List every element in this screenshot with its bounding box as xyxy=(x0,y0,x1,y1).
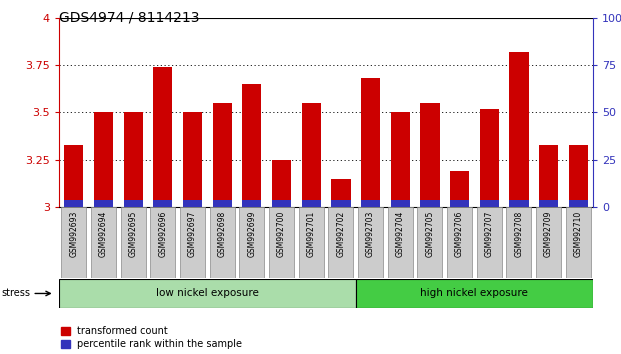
Bar xyxy=(64,200,83,207)
Bar xyxy=(94,200,113,207)
FancyBboxPatch shape xyxy=(210,207,235,278)
Text: GSM992701: GSM992701 xyxy=(307,211,315,257)
Text: GSM992703: GSM992703 xyxy=(366,211,375,257)
Bar xyxy=(212,200,232,207)
FancyBboxPatch shape xyxy=(239,207,265,278)
Bar xyxy=(272,160,291,207)
Text: GSM992693: GSM992693 xyxy=(70,211,78,257)
Bar xyxy=(509,200,528,207)
FancyBboxPatch shape xyxy=(150,207,175,278)
Bar xyxy=(539,200,558,207)
FancyBboxPatch shape xyxy=(329,207,353,278)
Bar xyxy=(212,103,232,207)
Bar xyxy=(153,67,173,207)
Text: GSM992707: GSM992707 xyxy=(485,211,494,257)
Text: GSM992710: GSM992710 xyxy=(574,211,582,257)
Bar xyxy=(450,171,469,207)
Bar xyxy=(153,200,173,207)
Text: high nickel exposure: high nickel exposure xyxy=(420,289,528,298)
Bar xyxy=(302,103,321,207)
Text: GSM992697: GSM992697 xyxy=(188,211,197,257)
Text: GSM992708: GSM992708 xyxy=(514,211,524,257)
Bar xyxy=(242,84,261,207)
Bar xyxy=(94,113,113,207)
Bar xyxy=(331,179,350,207)
Bar xyxy=(124,113,143,207)
Text: GSM992698: GSM992698 xyxy=(218,211,227,257)
FancyBboxPatch shape xyxy=(506,207,532,278)
Text: GSM992699: GSM992699 xyxy=(247,211,256,257)
Text: GSM992706: GSM992706 xyxy=(455,211,464,257)
Bar xyxy=(509,52,528,207)
Text: GSM992704: GSM992704 xyxy=(396,211,405,257)
Bar xyxy=(479,109,499,207)
Bar xyxy=(479,200,499,207)
FancyBboxPatch shape xyxy=(180,207,205,278)
FancyBboxPatch shape xyxy=(388,207,413,278)
Text: GSM992696: GSM992696 xyxy=(158,211,167,257)
FancyBboxPatch shape xyxy=(356,279,593,308)
Text: stress: stress xyxy=(1,289,30,298)
Bar xyxy=(361,78,380,207)
FancyBboxPatch shape xyxy=(299,207,324,278)
FancyBboxPatch shape xyxy=(536,207,561,278)
Bar xyxy=(302,200,321,207)
Bar xyxy=(183,113,202,207)
Bar xyxy=(64,144,83,207)
Bar xyxy=(569,200,588,207)
Text: GSM992700: GSM992700 xyxy=(277,211,286,257)
Text: GSM992695: GSM992695 xyxy=(129,211,138,257)
FancyBboxPatch shape xyxy=(477,207,502,278)
FancyBboxPatch shape xyxy=(59,279,356,308)
Bar xyxy=(569,144,588,207)
Text: GSM992702: GSM992702 xyxy=(337,211,345,257)
FancyBboxPatch shape xyxy=(358,207,383,278)
FancyBboxPatch shape xyxy=(61,207,86,278)
FancyBboxPatch shape xyxy=(269,207,294,278)
Bar xyxy=(124,200,143,207)
Bar xyxy=(420,103,440,207)
Bar xyxy=(272,200,291,207)
Bar xyxy=(391,113,410,207)
Bar xyxy=(183,200,202,207)
FancyBboxPatch shape xyxy=(447,207,472,278)
Bar xyxy=(242,200,261,207)
Bar xyxy=(391,200,410,207)
Bar xyxy=(361,200,380,207)
FancyBboxPatch shape xyxy=(91,207,116,278)
Bar xyxy=(450,200,469,207)
Text: GDS4974 / 8114213: GDS4974 / 8114213 xyxy=(59,11,199,25)
FancyBboxPatch shape xyxy=(120,207,146,278)
Bar xyxy=(420,200,440,207)
FancyBboxPatch shape xyxy=(566,207,591,278)
Legend: transformed count, percentile rank within the sample: transformed count, percentile rank withi… xyxy=(61,326,242,349)
Bar xyxy=(331,200,350,207)
Text: low nickel exposure: low nickel exposure xyxy=(156,289,259,298)
Text: GSM992705: GSM992705 xyxy=(425,211,434,257)
Text: GSM992709: GSM992709 xyxy=(544,211,553,257)
Text: GSM992694: GSM992694 xyxy=(99,211,108,257)
Bar xyxy=(539,144,558,207)
FancyBboxPatch shape xyxy=(417,207,442,278)
